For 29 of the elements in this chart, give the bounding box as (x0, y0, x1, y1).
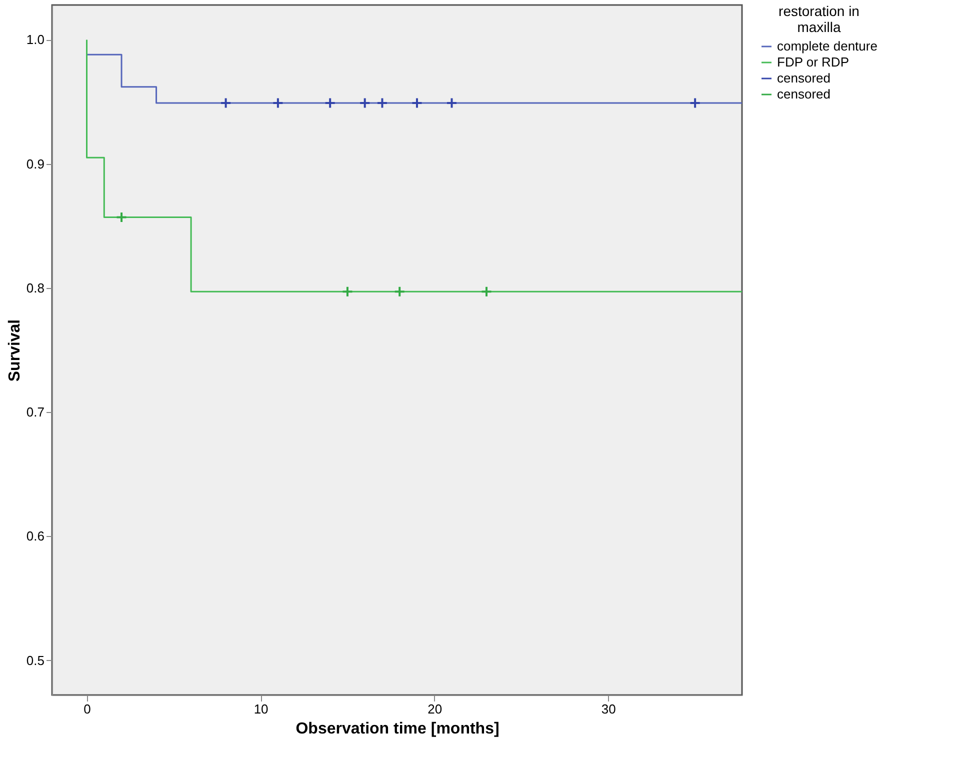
point (324, 97, 336, 109)
point (342, 286, 354, 298)
y-tick-label: 0.5 (26, 652, 44, 668)
x-axis-title: Observation time [months] (296, 720, 500, 738)
point (480, 286, 492, 298)
x-tick-label: 10 (254, 702, 268, 716)
point (272, 97, 284, 109)
legend-label: complete denture (777, 38, 878, 54)
y-tick-label: 1.0 (26, 32, 44, 48)
x-tick-label: 30 (601, 702, 616, 716)
point (359, 97, 371, 109)
point (394, 286, 406, 298)
point (220, 97, 232, 109)
x-tick-label: 0 (84, 702, 91, 716)
y-axis-title: Survival (6, 319, 24, 382)
y-tick-label: 0.9 (26, 156, 44, 172)
point (446, 97, 458, 109)
y-tick-label: 0.8 (26, 280, 44, 296)
legend-label: censored (777, 70, 830, 86)
point (411, 97, 423, 109)
legend-label: FDP or RDP (777, 54, 849, 70)
point (376, 97, 388, 109)
point (116, 211, 128, 223)
y-tick-label: 0.6 (26, 528, 44, 544)
y-tick-label: 0.7 (26, 404, 44, 420)
legend-label: censored (777, 86, 830, 102)
x-tick-label: 20 (428, 702, 442, 716)
legend-title: restoration in maxilla (778, 3, 860, 35)
point (689, 97, 701, 109)
